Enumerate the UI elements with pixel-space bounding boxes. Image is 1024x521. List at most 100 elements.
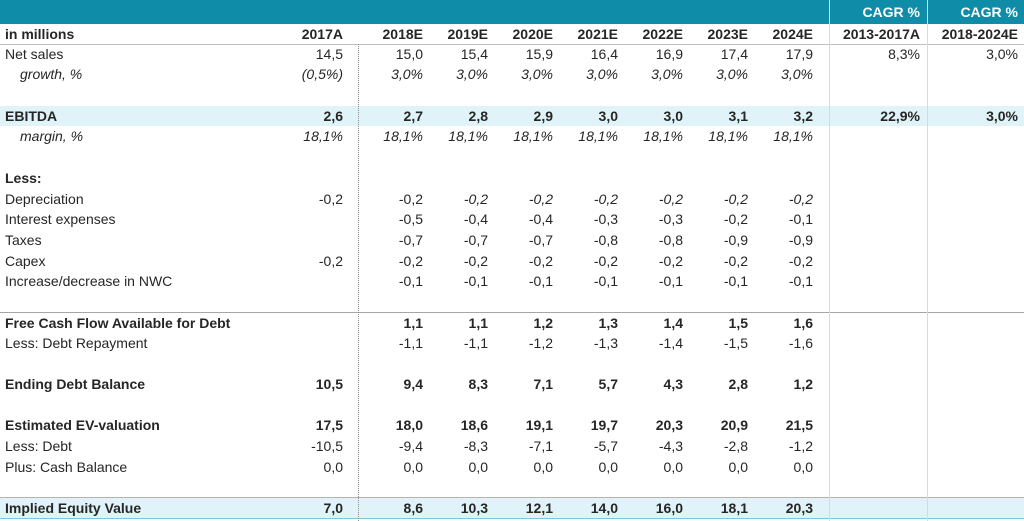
value-cell: 1,5 — [728, 315, 748, 331]
cagr-period-2: 2018-2024E — [941, 26, 1018, 42]
value-cell: 18,1% — [578, 128, 618, 144]
value-cell: 2,9 — [533, 108, 553, 124]
value-cell: 1,2 — [793, 376, 813, 392]
value-cell: -0,2 — [658, 253, 683, 269]
value-cell: 0,0 — [323, 459, 343, 475]
value-cell: -0,2 — [593, 191, 618, 207]
value-cell: 7,1 — [533, 376, 553, 392]
row-label: Estimated EV-valuation — [5, 417, 160, 433]
value-cell: 15,0 — [395, 46, 423, 62]
value-cell: -7,1 — [528, 438, 553, 454]
table-row-highlight: EBITDA 2,6 2,7 2,8 2,9 3,0 3,0 3,1 3,2 2… — [0, 106, 1024, 126]
value-cell: 0,0 — [663, 459, 683, 475]
cagr-cell: 3,0% — [986, 46, 1018, 62]
row-label: Taxes — [5, 232, 42, 248]
value-cell: -0,1 — [528, 273, 553, 289]
row-label: Less: Debt — [5, 438, 72, 454]
value-cell: 0,0 — [468, 459, 488, 475]
value-cell: (0,5%) — [301, 66, 343, 82]
row-label: Interest expenses — [5, 211, 116, 227]
value-cell: -0,2 — [723, 211, 748, 227]
value-cell: 16,0 — [655, 500, 683, 516]
value-cell: 18,1 — [720, 500, 748, 516]
table-row: Plus: Cash Balance 0,0 0,0 0,0 0,0 0,0 0… — [0, 457, 1024, 477]
table-row: Increase/decrease in NWC -0,1 -0,1 -0,1 … — [0, 271, 1024, 291]
value-cell: -1,5 — [723, 335, 748, 351]
value-cell: -0,4 — [528, 211, 553, 227]
value-cell: -5,7 — [593, 438, 618, 454]
table-row: Estimated EV-valuation 17,5 18,0 18,6 19… — [0, 415, 1024, 435]
value-cell: -0,2 — [528, 253, 553, 269]
value-cell: -10,5 — [311, 438, 343, 454]
value-cell: -0,9 — [788, 232, 813, 248]
year-header: 2024E — [772, 26, 813, 42]
value-cell: -0,2 — [788, 253, 813, 269]
value-cell: 18,1% — [303, 128, 343, 144]
value-cell: 18,1% — [643, 128, 683, 144]
value-cell: 1,2 — [533, 315, 553, 331]
value-cell: 0,0 — [403, 459, 423, 475]
value-cell: 18,1% — [513, 128, 553, 144]
value-cell: 8,3 — [468, 376, 488, 392]
value-cell: -1,6 — [788, 335, 813, 351]
column-divider — [927, 0, 928, 521]
header-band — [0, 0, 1024, 24]
unit-label: in millions — [5, 26, 75, 42]
cagr-cell: 8,3% — [888, 46, 920, 62]
row-label: Increase/decrease in NWC — [5, 273, 173, 289]
value-cell: 0,0 — [728, 459, 748, 475]
value-cell: -1,1 — [463, 335, 488, 351]
row-label: EBITDA — [5, 108, 58, 124]
value-cell: -0,2 — [528, 191, 553, 207]
value-cell: 9,4 — [403, 376, 423, 392]
table-row-total: Free Cash Flow Available for Debt 1,1 1,… — [0, 312, 1024, 333]
value-cell: 7,0 — [323, 500, 343, 516]
value-cell: -9,4 — [398, 438, 423, 454]
value-cell: 17,5 — [315, 417, 343, 433]
table-row: Interest expenses -0,5 -0,4 -0,4 -0,3 -0… — [0, 209, 1024, 229]
column-divider — [829, 0, 830, 521]
value-cell: -0,2 — [658, 191, 683, 207]
value-cell: 3,0% — [521, 66, 553, 82]
value-cell: 3,0% — [781, 66, 813, 82]
cagr-period-1: 2013-2017A — [842, 26, 920, 42]
year-header: 2019E — [447, 26, 488, 42]
value-cell: -0,2 — [723, 253, 748, 269]
value-cell: -0,1 — [398, 273, 423, 289]
value-cell: 19,7 — [590, 417, 618, 433]
value-cell: 3,0 — [598, 108, 618, 124]
value-cell: -0,1 — [658, 273, 683, 289]
value-cell: -0,2 — [788, 191, 813, 207]
value-cell: -1,4 — [658, 335, 683, 351]
value-cell: 1,1 — [403, 315, 423, 331]
value-cell: -0,2 — [463, 253, 488, 269]
value-cell: -0,8 — [658, 232, 683, 248]
value-cell: 16,9 — [655, 46, 683, 62]
value-cell: -1,3 — [593, 335, 618, 351]
value-cell: 0,0 — [793, 459, 813, 475]
value-cell: -0,1 — [463, 273, 488, 289]
value-cell: -0,3 — [593, 211, 618, 227]
table-row-total: Implied Equity Value 7,0 8,6 10,3 12,1 1… — [0, 497, 1024, 519]
row-label: growth, % — [20, 66, 83, 82]
row-label: Capex — [5, 253, 46, 269]
value-cell: -0,3 — [658, 211, 683, 227]
value-cell: -0,1 — [788, 273, 813, 289]
row-label: Depreciation — [5, 191, 84, 207]
value-cell: 3,1 — [728, 108, 748, 124]
column-divider — [358, 44, 359, 521]
value-cell: -8,3 — [463, 438, 488, 454]
value-cell: 1,3 — [598, 315, 618, 331]
row-label: Less: — [5, 170, 42, 186]
value-cell: 18,1% — [383, 128, 423, 144]
value-cell: -0,4 — [463, 211, 488, 227]
value-cell: 20,3 — [655, 417, 683, 433]
value-cell: 16,4 — [590, 46, 618, 62]
year-header: 2021E — [577, 26, 618, 42]
value-cell: 3,0% — [716, 66, 748, 82]
value-cell: 14,0 — [590, 500, 618, 516]
value-cell: -1,2 — [528, 335, 553, 351]
value-cell: 17,4 — [720, 46, 748, 62]
row-label: Less: Debt Repayment — [5, 335, 148, 351]
table-row: Taxes -0,7 -0,7 -0,7 -0,8 -0,8 -0,9 -0,9 — [0, 230, 1024, 250]
